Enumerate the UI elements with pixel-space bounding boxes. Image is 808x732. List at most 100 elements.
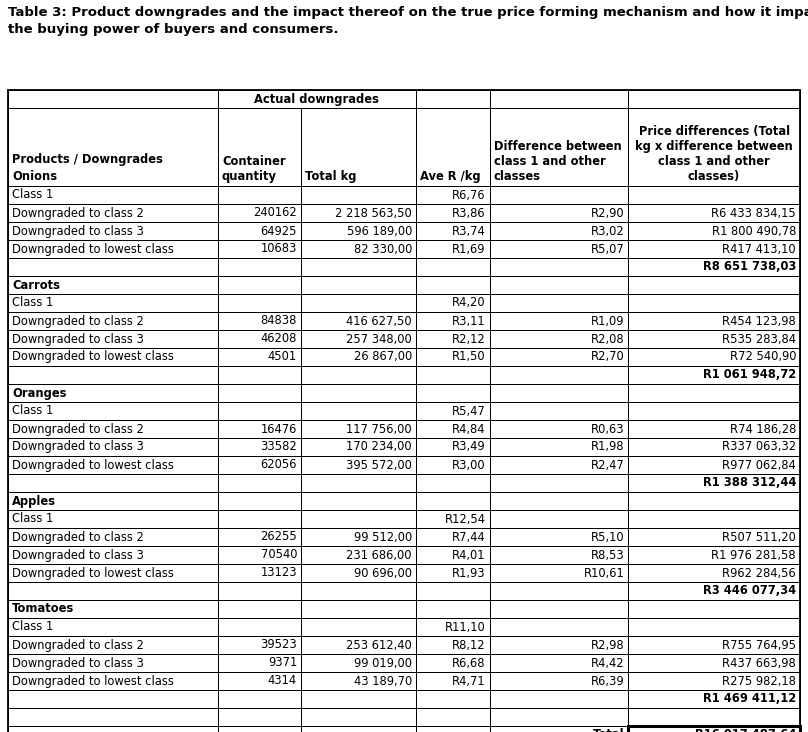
Text: 9371: 9371 (267, 657, 297, 670)
Bar (8, 600, 218, 618)
Bar (8, 690, 218, 708)
Bar (490, 330, 628, 348)
Bar (628, 528, 800, 546)
Text: R3 446 077,34: R3 446 077,34 (703, 584, 796, 597)
Bar (490, 276, 628, 294)
Bar (301, 636, 416, 654)
Bar (628, 690, 800, 708)
Text: Total kg: Total kg (305, 170, 356, 183)
Bar (490, 510, 628, 528)
Bar (301, 402, 416, 420)
Bar (218, 402, 301, 420)
Bar (490, 258, 628, 276)
Bar (416, 510, 490, 528)
Bar (628, 438, 800, 456)
Text: R1 976 281,58: R1 976 281,58 (711, 548, 796, 561)
Text: R72 540,90: R72 540,90 (730, 351, 796, 364)
Text: 33582: 33582 (260, 441, 297, 454)
Bar (218, 636, 301, 654)
Text: R5,07: R5,07 (591, 242, 624, 255)
Text: Table 3: Product downgrades and the impact thereof on the true price forming mec: Table 3: Product downgrades and the impa… (8, 6, 808, 19)
Bar (416, 528, 490, 546)
Bar (628, 384, 800, 402)
Text: 257 348,00: 257 348,00 (346, 332, 412, 346)
Text: R2,47: R2,47 (591, 458, 624, 471)
Bar (490, 672, 628, 690)
Bar (218, 222, 301, 240)
Bar (301, 258, 416, 276)
Text: R535 283,84: R535 283,84 (722, 332, 796, 346)
Text: Downgraded to lowest class: Downgraded to lowest class (12, 242, 174, 255)
Text: R16 017 487,64: R16 017 487,64 (695, 728, 796, 732)
Text: R755 764,95: R755 764,95 (722, 638, 796, 651)
Text: Total: Total (592, 728, 624, 732)
Text: Container
quantity: Container quantity (222, 155, 285, 183)
Bar (490, 348, 628, 366)
Bar (218, 492, 301, 510)
Bar (490, 636, 628, 654)
Bar (490, 582, 628, 600)
Text: 82 330,00: 82 330,00 (354, 242, 412, 255)
Text: 117 756,00: 117 756,00 (347, 422, 412, 436)
Text: R10,61: R10,61 (583, 567, 624, 580)
Bar (8, 402, 218, 420)
Bar (8, 636, 218, 654)
Text: 90 696,00: 90 696,00 (354, 567, 412, 580)
Text: Tomatoes: Tomatoes (12, 602, 74, 616)
Text: R1 061 948,72: R1 061 948,72 (703, 368, 796, 381)
Text: Downgraded to class 2: Downgraded to class 2 (12, 315, 144, 327)
Text: Downgraded to lowest class: Downgraded to lowest class (12, 567, 174, 580)
Text: R1 469 411,12: R1 469 411,12 (703, 692, 796, 706)
Text: 16476: 16476 (261, 422, 297, 436)
Text: Class 1: Class 1 (12, 621, 53, 633)
Bar (416, 492, 490, 510)
Text: R6 433 834,15: R6 433 834,15 (711, 206, 796, 220)
Bar (8, 474, 218, 492)
Text: 43 189,70: 43 189,70 (354, 674, 412, 687)
Text: Actual downgrades: Actual downgrades (255, 92, 379, 105)
Bar (628, 240, 800, 258)
Text: 4501: 4501 (268, 351, 297, 364)
Bar (218, 108, 301, 186)
Bar (218, 690, 301, 708)
Text: R0,63: R0,63 (591, 422, 624, 436)
Bar (8, 618, 218, 636)
Bar (301, 312, 416, 330)
Bar (8, 510, 218, 528)
Bar (218, 276, 301, 294)
Bar (490, 90, 628, 108)
Text: 46208: 46208 (261, 332, 297, 346)
Bar (301, 204, 416, 222)
Bar (490, 204, 628, 222)
Bar (416, 240, 490, 258)
Bar (301, 600, 416, 618)
Bar (628, 546, 800, 564)
Bar (490, 474, 628, 492)
Text: 253 612,40: 253 612,40 (346, 638, 412, 651)
Text: Class 1: Class 1 (12, 512, 53, 526)
Bar (628, 456, 800, 474)
Bar (301, 474, 416, 492)
Text: 13123: 13123 (260, 567, 297, 580)
Bar (218, 186, 301, 204)
Text: Carrots: Carrots (12, 278, 60, 291)
Bar (8, 330, 218, 348)
Bar (218, 294, 301, 312)
Text: Onions: Onions (12, 170, 57, 183)
Bar (416, 366, 490, 384)
Bar (490, 384, 628, 402)
Text: R4,84: R4,84 (452, 422, 486, 436)
Bar (218, 456, 301, 474)
Bar (8, 276, 218, 294)
Bar (490, 438, 628, 456)
Text: Oranges: Oranges (12, 386, 66, 400)
Bar (416, 420, 490, 438)
Bar (8, 564, 218, 582)
Bar (628, 672, 800, 690)
Bar (416, 636, 490, 654)
Bar (301, 654, 416, 672)
Bar (416, 402, 490, 420)
Text: R11,10: R11,10 (444, 621, 486, 633)
Bar (490, 294, 628, 312)
Bar (218, 204, 301, 222)
